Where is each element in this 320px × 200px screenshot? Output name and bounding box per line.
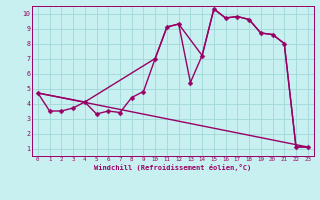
X-axis label: Windchill (Refroidissement éolien,°C): Windchill (Refroidissement éolien,°C) [94,164,252,171]
